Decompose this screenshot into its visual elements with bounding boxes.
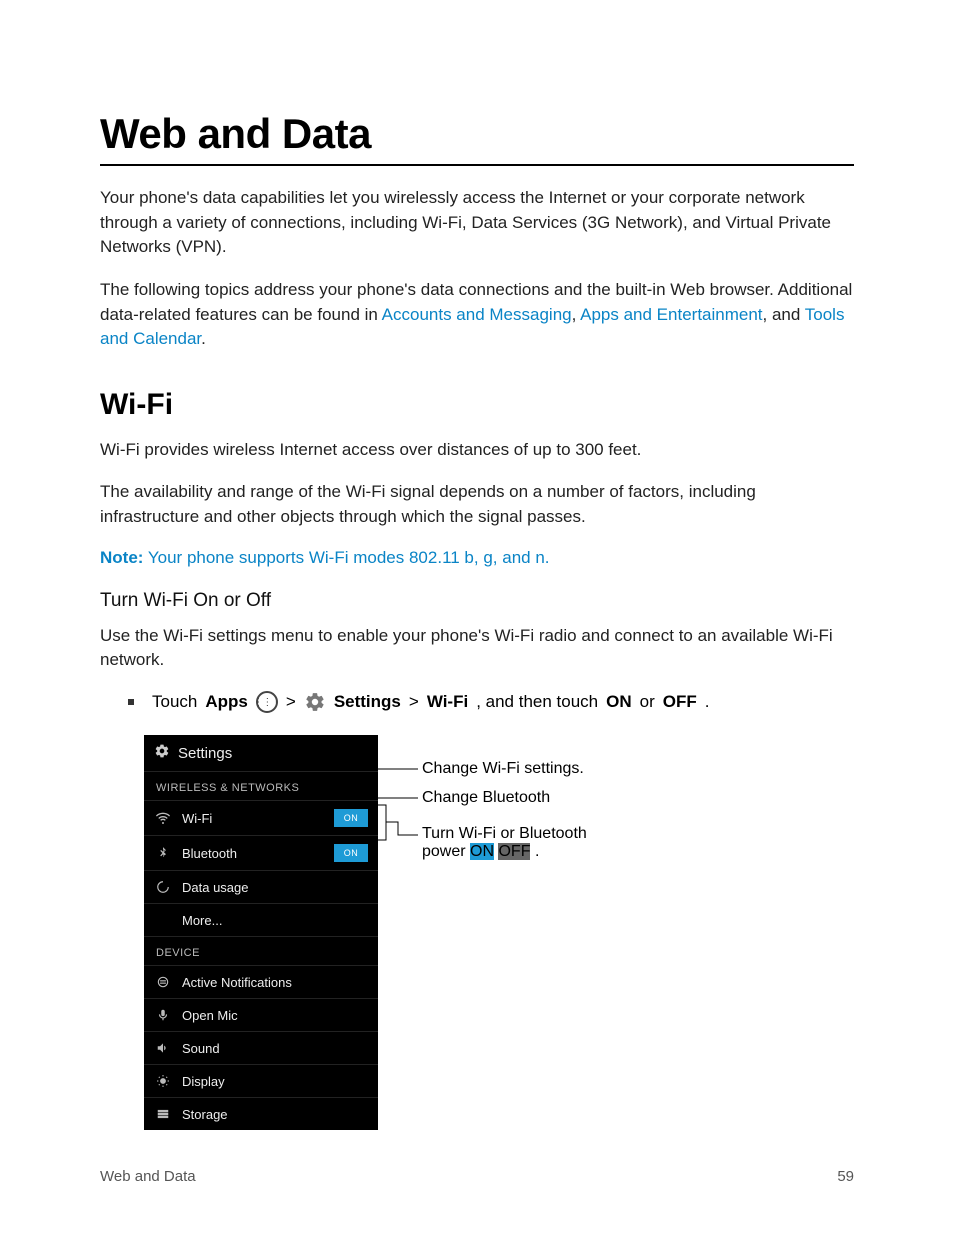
display-icon — [154, 1074, 172, 1088]
text-fragment: , — [572, 305, 581, 324]
phone-titlebar: Settings — [144, 735, 378, 771]
bullet-icon — [128, 699, 134, 705]
phone-screenshot: Settings WIRELESS & NETWORKS Wi-Fi ON Bl… — [144, 735, 378, 1130]
settings-row-label: More... — [182, 913, 368, 928]
gear-icon — [154, 743, 170, 763]
text-fragment: . — [201, 329, 206, 348]
settings-row-wifi[interactable]: Wi-Fi ON — [144, 800, 378, 835]
section-heading-wifi: Wi-Fi — [100, 388, 854, 422]
instruction-step: Touch Apps ⋮⋮⋮ > Settings > Wi-Fi , and t… — [128, 691, 854, 713]
footer-left: Web and Data — [100, 1168, 196, 1185]
link-accounts-messaging[interactable]: Accounts and Messaging — [382, 305, 572, 324]
settings-row-notifications[interactable]: Active Notifications — [144, 965, 378, 998]
note-label: Note: — [100, 548, 143, 567]
settings-row-open-mic[interactable]: Open Mic — [144, 998, 378, 1031]
settings-row-label: Bluetooth — [182, 846, 334, 861]
page-title: Web and Data — [100, 110, 854, 166]
storage-icon — [154, 1107, 172, 1121]
sound-icon — [154, 1041, 172, 1055]
annotation-power-toggle: Turn Wi-Fi or Bluetooth power ON OFF . — [422, 825, 587, 861]
settings-row-storage[interactable]: Storage — [144, 1097, 378, 1130]
settings-row-label: Sound — [182, 1041, 368, 1056]
wifi-paragraph-2: The availability and range of the Wi-Fi … — [100, 480, 854, 529]
text-fragment: or — [640, 692, 655, 712]
text-fragment: . — [535, 843, 539, 860]
settings-row-label: Data usage — [182, 880, 368, 895]
document-page: Web and Data Your phone's data capabilit… — [0, 0, 954, 1235]
data-usage-icon — [154, 880, 172, 894]
text-fragment: power — [422, 843, 466, 860]
text-fragment: Turn Wi-Fi or Bluetooth — [422, 825, 587, 842]
text-fragment: > — [286, 692, 296, 712]
bluetooth-icon — [154, 846, 172, 860]
links-paragraph: The following topics address your phone'… — [100, 278, 854, 352]
text-fragment: Touch — [152, 692, 197, 712]
notifications-icon — [154, 975, 172, 989]
settings-row-label: Storage — [182, 1107, 368, 1122]
text-fragment: > — [409, 692, 419, 712]
annotation-bluetooth-settings: Change Bluetooth — [422, 789, 550, 807]
settings-row-label: Display — [182, 1074, 368, 1089]
text-fragment: , and then touch — [476, 692, 598, 712]
subsection-paragraph: Use the Wi-Fi settings menu to enable yo… — [100, 624, 854, 673]
section-header-wireless: WIRELESS & NETWORKS — [144, 771, 378, 800]
settings-row-label: Wi-Fi — [182, 811, 334, 826]
footer-page-number: 59 — [837, 1168, 854, 1185]
link-apps-entertainment[interactable]: Apps and Entertainment — [580, 305, 762, 324]
off-toggle-chip: OFF — [498, 843, 530, 860]
subsection-heading: Turn Wi-Fi On or Off — [100, 590, 854, 612]
text-off: OFF — [663, 692, 697, 712]
text-wifi: Wi-Fi — [427, 692, 468, 712]
text-fragment: , and — [763, 305, 805, 324]
mic-icon — [154, 1008, 172, 1022]
bluetooth-toggle[interactable]: ON — [334, 844, 368, 862]
figure-area: Settings WIRELESS & NETWORKS Wi-Fi ON Bl… — [144, 735, 854, 1130]
text-on: ON — [606, 692, 632, 712]
wifi-icon — [154, 810, 172, 826]
text-apps: Apps — [205, 692, 248, 712]
annotation-panel: Change Wi-Fi settings. Change Bluetooth … — [378, 735, 698, 1115]
wifi-paragraph-1: Wi-Fi provides wireless Internet access … — [100, 438, 854, 463]
note-paragraph: Note: Your phone supports Wi-Fi modes 80… — [100, 548, 854, 568]
intro-paragraph: Your phone's data capabilities let you w… — [100, 186, 854, 260]
settings-row-bluetooth[interactable]: Bluetooth ON — [144, 835, 378, 870]
apps-icon: ⋮⋮⋮ — [256, 691, 278, 713]
annotation-wifi-settings: Change Wi-Fi settings. — [422, 760, 584, 778]
page-footer: Web and Data 59 — [100, 1168, 854, 1185]
section-header-device: DEVICE — [144, 936, 378, 965]
text-fragment: . — [705, 692, 710, 712]
wifi-toggle[interactable]: ON — [334, 809, 368, 827]
text-settings: Settings — [334, 692, 401, 712]
settings-row-label: Open Mic — [182, 1008, 368, 1023]
settings-row-more[interactable]: More... — [144, 903, 378, 936]
settings-row-label: Active Notifications — [182, 975, 368, 990]
note-text: Your phone supports Wi-Fi modes 802.11 b… — [143, 548, 549, 567]
settings-icon — [304, 691, 326, 713]
phone-title-text: Settings — [178, 745, 232, 762]
on-toggle-chip: ON — [470, 843, 494, 860]
settings-row-sound[interactable]: Sound — [144, 1031, 378, 1064]
settings-row-display[interactable]: Display — [144, 1064, 378, 1097]
settings-row-data-usage[interactable]: Data usage — [144, 870, 378, 903]
